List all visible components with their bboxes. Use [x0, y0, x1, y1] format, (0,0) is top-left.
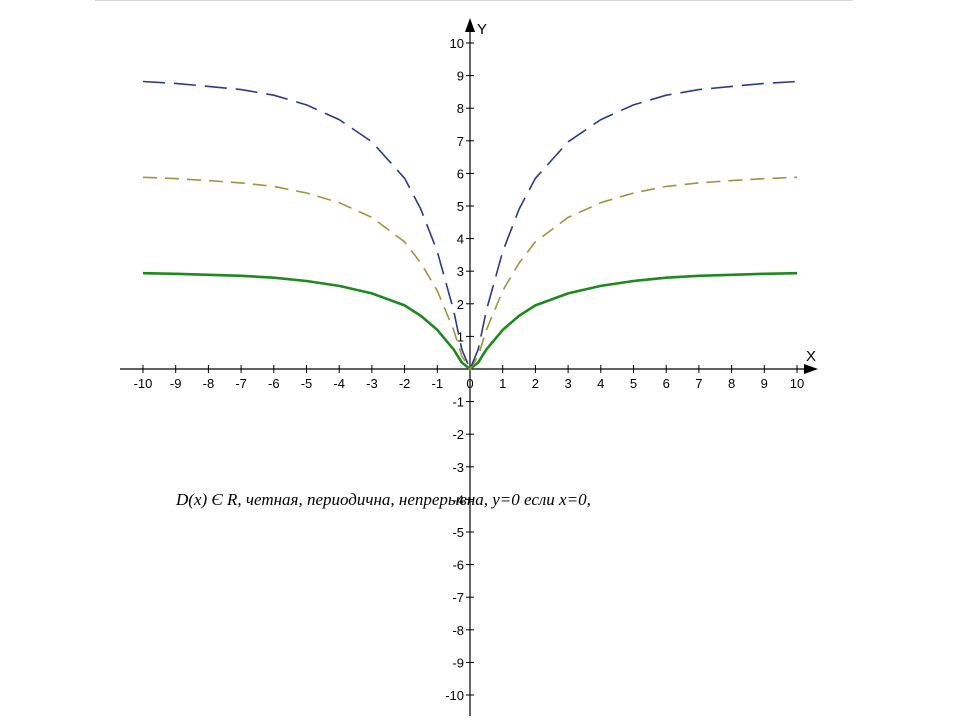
x-tick-label: 0 [466, 376, 473, 391]
y-tick-label: -9 [452, 655, 464, 670]
x-tick-label: 8 [728, 376, 735, 391]
y-tick-label: 7 [457, 134, 464, 149]
x-tick-label: -2 [399, 376, 411, 391]
y-tick-label: 8 [457, 101, 464, 116]
y-tick-label: 3 [457, 264, 464, 279]
y-tick-label: 6 [457, 166, 464, 181]
y-tick-label: 1 [457, 329, 464, 344]
y-tick-label: -5 [452, 525, 464, 540]
x-tick-label: 6 [663, 376, 670, 391]
x-tick-label: 9 [761, 376, 768, 391]
axes: XY [120, 18, 818, 716]
y-tick-label: -1 [452, 395, 464, 410]
x-axis-label: X [806, 348, 816, 365]
series-line-2 [142, 176, 798, 370]
x-tick-label: -4 [333, 376, 345, 391]
x-tick-label: 7 [695, 376, 702, 391]
y-tick-label: -8 [452, 623, 464, 638]
x-tick-label: -5 [301, 376, 313, 391]
x-tick-label: -10 [134, 376, 153, 391]
x-axis-arrow [804, 364, 818, 374]
x-tick-label: -6 [268, 376, 280, 391]
y-tick-label: 10 [450, 36, 464, 51]
y-tick-label: 2 [457, 297, 464, 312]
x-tick-label: -3 [366, 376, 378, 391]
x-tick-label: 3 [564, 376, 571, 391]
x-tick-label: 5 [630, 376, 637, 391]
x-tick-label: -8 [203, 376, 215, 391]
x-tick-label: 4 [597, 376, 604, 391]
y-tick-label: -2 [452, 427, 464, 442]
y-tick-label: -3 [452, 460, 464, 475]
x-tick-label: 2 [532, 376, 539, 391]
chart-caption: D(x) Є R, четная, периодична, непрерывна… [176, 490, 591, 509]
y-tick-label: 5 [457, 199, 464, 214]
y-axis-label: Y [477, 21, 487, 38]
top-rule [95, 0, 853, 1]
series-line-3 [142, 80, 798, 370]
x-tick-label: -7 [235, 376, 247, 391]
y-tick-label: -4 [452, 492, 464, 507]
y-tick-label: 4 [457, 232, 464, 247]
x-tick-label: 1 [499, 376, 506, 391]
y-tick-label: -7 [452, 590, 464, 605]
x-tick-label: -1 [432, 376, 444, 391]
y-tick-label: -6 [452, 558, 464, 573]
x-tick-label: 10 [790, 376, 804, 391]
y-axis-arrow [465, 18, 475, 32]
x-tick-label: -9 [170, 376, 182, 391]
ticks: -10 -9 -8 -7 -6 -5 -4 -3 -2 -1 0 1 2 3 4 5 6 7 8 9 101098765… [134, 36, 805, 703]
y-tick-label: -10 [445, 688, 464, 703]
curves [142, 80, 798, 371]
y-tick-label: 9 [457, 69, 464, 84]
